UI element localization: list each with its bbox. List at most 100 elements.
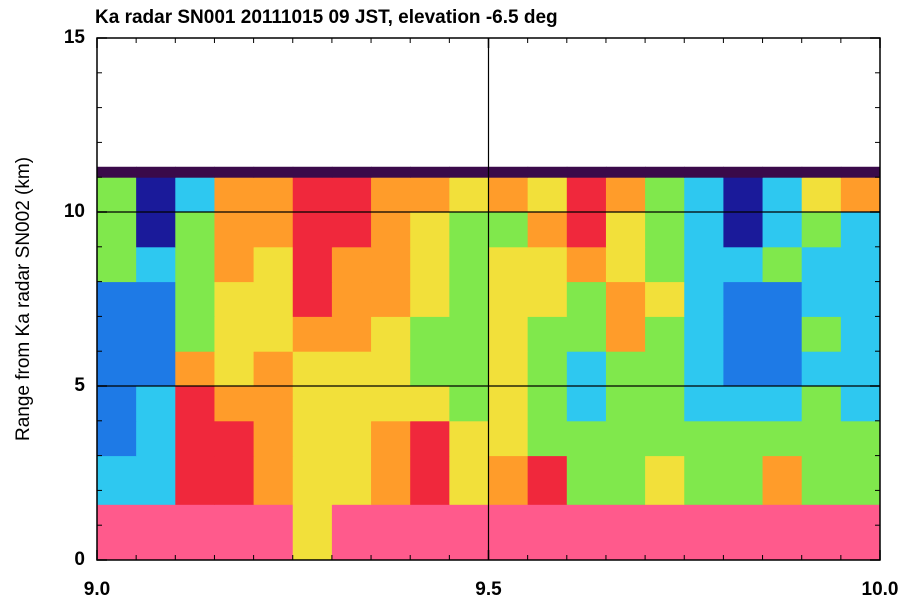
heatmap-cell	[566, 281, 607, 317]
heatmap-cell	[684, 212, 724, 248]
heatmap-cell	[292, 166, 333, 178]
heatmap-cell	[449, 166, 489, 178]
heatmap-cell	[292, 316, 333, 352]
heatmap-cell	[371, 351, 411, 387]
heatmap-cell	[684, 351, 724, 387]
heatmap-cell	[801, 281, 842, 317]
heatmap-cell	[175, 246, 215, 283]
heatmap-cell	[331, 316, 372, 352]
heatmap-cell	[801, 166, 842, 178]
heatmap-cell	[253, 386, 294, 422]
heatmap-cell	[253, 316, 294, 352]
heatmap-cell	[566, 246, 607, 283]
heatmap-cell	[801, 246, 842, 283]
heatmap-cell	[723, 420, 764, 457]
heatmap-cell	[840, 504, 881, 561]
heatmap-cell	[645, 504, 685, 561]
heatmap-cell	[762, 316, 803, 352]
heatmap-cell	[762, 281, 803, 317]
heatmap-cell	[371, 316, 411, 352]
heatmap-cell	[762, 212, 803, 248]
heatmap-cell	[527, 386, 568, 422]
x-tick-label: 9.0	[84, 579, 110, 600]
heatmap-cell	[723, 281, 764, 317]
heatmap-cell	[292, 455, 333, 505]
heatmap-cell	[762, 455, 803, 505]
heatmap-cell	[175, 351, 215, 387]
heatmap-cell	[801, 386, 842, 422]
heatmap-cell	[97, 177, 137, 213]
heatmap-cell	[723, 316, 764, 352]
heatmap-cell	[410, 212, 450, 248]
heatmap-cell	[214, 246, 255, 283]
heatmap-cell	[488, 455, 529, 505]
heatmap-cell	[410, 420, 450, 457]
heatmap-cell	[488, 386, 529, 422]
heatmap-cell	[331, 166, 372, 178]
heatmap-cell	[527, 281, 568, 317]
heatmap-cell	[605, 386, 646, 422]
y-tick-label: 5	[74, 375, 85, 396]
heatmap-cell	[645, 246, 685, 283]
heatmap-cell	[723, 504, 764, 561]
heatmap-cell	[253, 281, 294, 317]
heatmap-cell	[175, 166, 215, 178]
heatmap-cell	[488, 166, 529, 178]
heatmap-cell	[684, 177, 724, 213]
heatmap-cell	[410, 504, 450, 561]
heatmap-cell	[175, 420, 215, 457]
heatmap-cell	[331, 177, 372, 213]
heatmap-cell	[801, 212, 842, 248]
heatmap-cell	[331, 386, 372, 422]
heatmap-cell	[645, 177, 685, 213]
heatmap-cell	[605, 177, 646, 213]
heatmap-cell	[175, 177, 215, 213]
heatmap-cell	[488, 177, 529, 213]
heatmap-cell	[605, 281, 646, 317]
heatmap-cell	[723, 166, 764, 178]
heatmap-cell	[136, 386, 176, 422]
heatmap-cell	[371, 212, 411, 248]
heatmap-cell	[840, 166, 881, 178]
heatmap-cell	[331, 420, 372, 457]
heatmap-cell	[136, 212, 176, 248]
heatmap-cell	[331, 246, 372, 283]
heatmap-cell	[840, 212, 881, 248]
heatmap-cell	[292, 177, 333, 213]
heatmap-cell	[292, 212, 333, 248]
heatmap-cell	[371, 455, 411, 505]
heatmap-cell	[449, 386, 489, 422]
heatmap-cell	[371, 246, 411, 283]
heatmap-cell	[527, 420, 568, 457]
heatmap-cell	[684, 504, 724, 561]
heatmap-cell	[371, 281, 411, 317]
heatmap-cell	[645, 386, 685, 422]
heatmap-cell	[97, 166, 137, 178]
heatmap-cell	[488, 420, 529, 457]
heatmap-cell	[527, 166, 568, 178]
heatmap-cell	[214, 281, 255, 317]
heatmap-cell	[605, 212, 646, 248]
heatmap-cell	[371, 504, 411, 561]
heatmap-cell	[762, 351, 803, 387]
heatmap-cell	[840, 420, 881, 457]
y-tick-label: 10	[64, 201, 85, 222]
heatmap-cell	[605, 166, 646, 178]
heatmap-cell	[97, 420, 137, 457]
heatmap-cell	[645, 420, 685, 457]
heatmap-cell	[331, 455, 372, 505]
heatmap-cell	[840, 455, 881, 505]
heatmap-cell	[566, 455, 607, 505]
heatmap-cell	[605, 455, 646, 505]
heatmap-cell	[97, 386, 137, 422]
heatmap-cell	[840, 246, 881, 283]
heatmap-cell	[214, 386, 255, 422]
heatmap-cell	[840, 281, 881, 317]
heatmap-cell	[566, 316, 607, 352]
heatmap-cell	[292, 351, 333, 387]
heatmap-cell	[840, 316, 881, 352]
heatmap-cell	[488, 246, 529, 283]
heatmap-cell	[175, 386, 215, 422]
heatmap-cell	[762, 166, 803, 178]
heatmap-cell	[723, 177, 764, 213]
